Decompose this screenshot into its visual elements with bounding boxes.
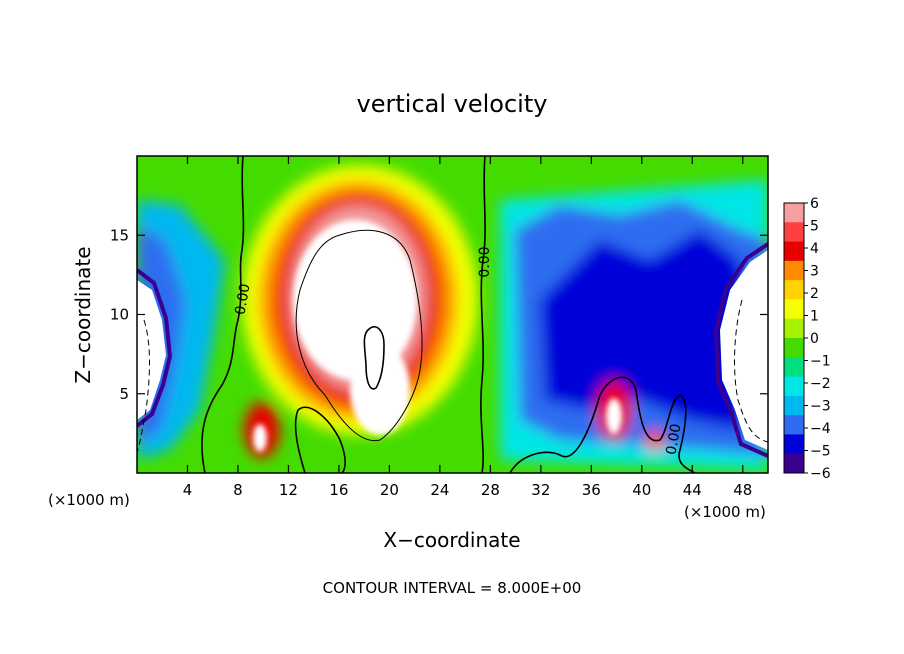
x-tick-label: 12 bbox=[279, 481, 298, 499]
x-tick-label: 24 bbox=[430, 481, 449, 499]
contour-label-zero-middle: 0.00 bbox=[477, 246, 493, 277]
x-unit-right: (×1000 m) bbox=[684, 503, 766, 521]
colorbar-label: −4 bbox=[810, 421, 831, 437]
y-axis-ticks: 5 10 15 bbox=[110, 226, 768, 403]
y-tick-label: 15 bbox=[110, 226, 129, 244]
contour-zero-left bbox=[201, 156, 245, 473]
downdraft-edge-right bbox=[713, 242, 768, 458]
colorbar-label: −5 bbox=[810, 444, 831, 460]
x-tick-label: 4 bbox=[183, 481, 193, 499]
updraft-core-white bbox=[293, 220, 417, 380]
x-tick-label: 48 bbox=[733, 481, 752, 499]
heatmap-field bbox=[137, 156, 768, 473]
colorbar-swatch bbox=[784, 415, 804, 435]
updraft-core-lower bbox=[350, 345, 410, 435]
lowlevel-white-left bbox=[253, 424, 267, 452]
colorbar-label: 4 bbox=[810, 241, 819, 257]
contour-negative-right bbox=[734, 299, 768, 443]
y-tick-label: 5 bbox=[119, 385, 129, 403]
colorbar-label: 3 bbox=[810, 264, 819, 280]
y-tick-label: 10 bbox=[110, 306, 129, 324]
contour-left-lobe bbox=[294, 406, 346, 473]
downdraft-right-deep bbox=[540, 230, 750, 430]
x-axis-label: X−coordinate bbox=[383, 528, 520, 552]
x-tick-label: 44 bbox=[683, 481, 702, 499]
colorbar-label: 1 bbox=[810, 309, 819, 325]
colorbar-label: −2 bbox=[810, 376, 831, 392]
contour-label-zero-right: 0.00 bbox=[663, 423, 684, 456]
colorbar-swatch bbox=[784, 299, 804, 320]
colorbar-label: 2 bbox=[810, 286, 819, 302]
contour-labels: 0.00 0.00 0.00 bbox=[232, 246, 684, 456]
downdraft-core-right bbox=[720, 250, 768, 450]
contour-interval-footer: CONTOUR INTERVAL = 8.000E+00 bbox=[323, 579, 582, 597]
colorbar-swatch bbox=[784, 453, 804, 474]
x-tick-label: 32 bbox=[531, 481, 550, 499]
colorbar-label: −3 bbox=[810, 399, 831, 415]
colorbar-label: 0 bbox=[810, 331, 819, 347]
colorbar-label: 6 bbox=[810, 196, 819, 212]
colorbar-swatch bbox=[784, 260, 804, 281]
colorbar: 6 5 4 3 2 1 0 −1 −2 −3 −4 −5 −6 bbox=[783, 196, 831, 482]
x-tick-label: 36 bbox=[582, 481, 601, 499]
y-axis-label: Z−coordinate bbox=[71, 246, 95, 383]
colorbar-label: 5 bbox=[810, 219, 819, 235]
contour-zero-middle bbox=[480, 156, 486, 473]
colorbar-swatch bbox=[784, 241, 804, 262]
x-tick-label: 16 bbox=[329, 481, 348, 499]
chart-title: vertical velocity bbox=[357, 90, 548, 118]
colorbar-swatch bbox=[784, 434, 804, 455]
colorbar-swatch bbox=[784, 280, 804, 300]
colorbar-swatch bbox=[784, 376, 804, 397]
colorbar-swatch bbox=[784, 222, 804, 243]
x-unit-left: (×1000 m) bbox=[48, 491, 130, 509]
contour-updraft-outer bbox=[295, 229, 423, 442]
contour-label-zero-left: 0.00 bbox=[232, 283, 253, 316]
contour-negative-left bbox=[137, 319, 150, 453]
contour-right-lobe bbox=[509, 376, 696, 473]
x-tick-label: 40 bbox=[632, 481, 651, 499]
colorbar-swatch bbox=[784, 357, 804, 378]
colorbar-label: −1 bbox=[810, 354, 831, 370]
x-tick-label: 8 bbox=[233, 481, 243, 499]
colorbar-swatch bbox=[784, 203, 804, 223]
colorbar-swatch bbox=[784, 338, 804, 358]
downdraft-edge-left bbox=[137, 268, 173, 428]
colorbar-swatch bbox=[784, 395, 804, 416]
x-tick-label: 28 bbox=[481, 481, 500, 499]
field-blobs-sharp bbox=[253, 220, 622, 452]
x-axis-ticks: 4 8 12 16 20 24 28 32 36 40 44 48 bbox=[183, 156, 752, 499]
contour-updraft-inner bbox=[363, 326, 385, 390]
lowlevel-white-right bbox=[606, 398, 622, 434]
colorbar-label: −6 bbox=[810, 466, 831, 482]
colorbar-swatch bbox=[784, 318, 804, 339]
x-tick-label: 20 bbox=[380, 481, 399, 499]
